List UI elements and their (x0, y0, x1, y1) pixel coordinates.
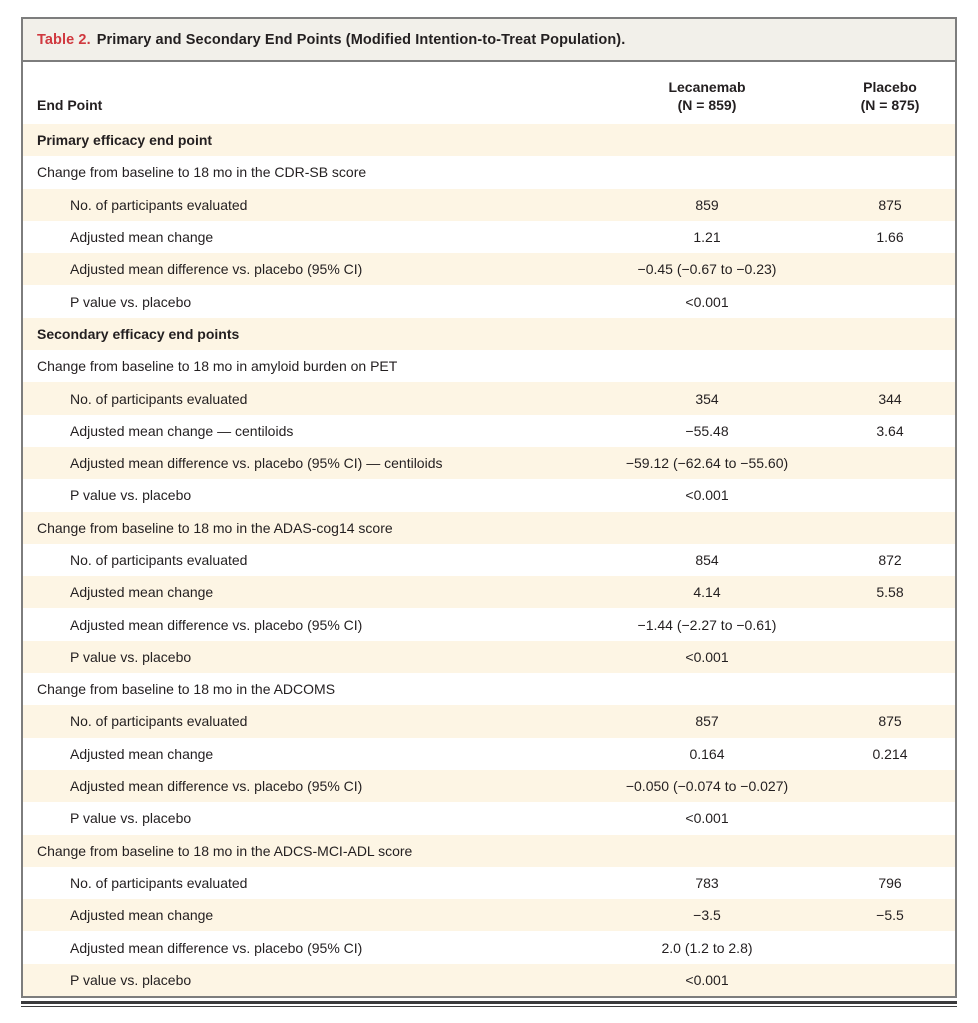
table-row: No. of participants evaluated 859 875 (23, 188, 955, 221)
table-row: No. of participants evaluated 354 344 (23, 382, 955, 415)
table-row: Change from baseline to 18 mo in the ADC… (23, 673, 955, 706)
row-label: Adjusted mean change (70, 584, 214, 601)
table-row: Adjusted mean difference vs. placebo (95… (23, 446, 955, 480)
placebo-value: 796 (878, 874, 902, 891)
placebo-value: 875 (878, 713, 902, 730)
row-label: No. of participants evaluated (70, 713, 248, 730)
placebo-value: 5.58 (876, 584, 904, 601)
table-row: Adjusted mean change — centiloids −55.48… (23, 414, 955, 447)
lecanemab-value: <0.001 (685, 648, 729, 665)
lecanemab-value: −55.48 (685, 422, 729, 439)
row-label: Adjusted mean change (70, 229, 214, 246)
table-row: Adjusted mean difference vs. placebo (95… (23, 769, 955, 803)
lecanemab-value: 0.164 (689, 745, 725, 762)
table-row: P value vs. placebo <0.001 (23, 479, 955, 512)
lecanemab-value: 859 (695, 196, 719, 213)
row-label: Change from baseline to 18 mo in the ADC… (37, 842, 413, 859)
column-header-lecanemab: Lecanemab (N = 859) (589, 78, 825, 114)
column-header-row: End Point Lecanemab (N = 859) Placebo (N… (23, 62, 955, 124)
row-label: P value vs. placebo (70, 648, 192, 665)
row-label: P value vs. placebo (70, 293, 192, 310)
table-row: Adjusted mean change 0.164 0.214 (23, 737, 955, 770)
placebo-value: 3.64 (876, 422, 904, 439)
row-label: P value vs. placebo (70, 487, 192, 504)
row-label: Adjusted mean difference vs. placebo (95… (70, 616, 363, 633)
row-label: Adjusted mean difference vs. placebo (95… (70, 261, 363, 278)
table-number-label: Table 2. (37, 31, 91, 48)
table-row: P value vs. placebo <0.001 (23, 802, 955, 835)
row-label: Primary efficacy end point (37, 132, 213, 149)
placebo-group-name: Placebo (863, 78, 917, 95)
table-row: Primary efficacy end point (23, 124, 955, 157)
column-header-endpoint: End Point (37, 96, 103, 113)
placebo-group-n: (N = 875) (860, 96, 920, 113)
lecanemab-value: −0.050 (−0.074 to −0.027) (625, 778, 789, 795)
table-row: Change from baseline to 18 mo in the ADC… (23, 834, 955, 867)
lecanemab-value: 857 (695, 713, 719, 730)
table-row: P value vs. placebo <0.001 (23, 640, 955, 674)
placebo-value: 0.214 (872, 745, 908, 762)
lecanemab-value: 854 (695, 552, 719, 568)
table-row: No. of participants evaluated 854 872 (23, 543, 955, 577)
lecanemab-value: 783 (695, 874, 719, 891)
row-label: P value vs. placebo (70, 971, 192, 988)
placebo-value: 872 (878, 552, 902, 568)
row-label: No. of participants evaluated (70, 874, 248, 891)
lecanemab-value: <0.001 (685, 293, 729, 310)
lecanemab-group-name: Lecanemab (668, 78, 746, 95)
placebo-value: 344 (878, 390, 902, 407)
row-label: Secondary efficacy end points (37, 325, 240, 342)
lecanemab-value: −1.44 (−2.27 to −0.61) (637, 616, 777, 633)
row-label: No. of participants evaluated (70, 552, 248, 568)
table-row: Change from baseline to 18 mo in the CDR… (23, 156, 955, 189)
lecanemab-value: −3.5 (693, 907, 721, 924)
row-label: P value vs. placebo (70, 810, 192, 827)
table-title-text: Primary and Secondary End Points (Modifi… (96, 31, 626, 48)
placebo-value: −5.5 (876, 907, 904, 924)
table-row: P value vs. placebo <0.001 (23, 285, 955, 318)
row-label: No. of participants evaluated (70, 390, 248, 407)
table-row: Change from baseline to 18 mo in the ADA… (23, 511, 955, 544)
table-row: Adjusted mean difference vs. placebo (95… (23, 931, 955, 964)
row-label: Adjusted mean difference vs. placebo (95… (70, 778, 363, 795)
row-label: No. of participants evaluated (70, 196, 248, 213)
lecanemab-value: 1.21 (693, 229, 721, 246)
row-label: Change from baseline to 18 mo in the ADC… (37, 681, 336, 698)
table2-container: Table 2. Primary and Secondary End Point… (21, 17, 957, 999)
table-row: Adjusted mean difference vs. placebo (95… (23, 608, 955, 641)
table-row: P value vs. placebo <0.001 (23, 963, 955, 997)
placebo-value: 1.66 (876, 229, 904, 246)
placebo-value: 875 (878, 196, 902, 213)
lecanemab-value: 354 (695, 390, 719, 407)
lecanemab-value: <0.001 (685, 810, 729, 827)
row-label: Adjusted mean change (70, 907, 214, 924)
row-label: Adjusted mean difference vs. placebo (95… (70, 939, 363, 956)
lecanemab-value: 4.14 (693, 584, 721, 601)
table-row: Adjusted mean change 1.21 1.66 (23, 220, 955, 254)
table-row: Adjusted mean change 4.14 5.58 (23, 576, 955, 609)
lecanemab-value: <0.001 (685, 487, 729, 504)
table-row: No. of participants evaluated 783 796 (23, 866, 955, 900)
lecanemab-value: −59.12 (−62.64 to −55.60) (625, 455, 789, 472)
table-row: Change from baseline to 18 mo in amyloid… (23, 350, 955, 383)
row-label: Change from baseline to 18 mo in amyloid… (37, 358, 398, 375)
bottom-double-rule (21, 1001, 957, 1007)
lecanemab-value: 2.0 (1.2 to 2.8) (661, 939, 753, 956)
lecanemab-value: −0.45 (−0.67 to −0.23) (637, 261, 777, 278)
table-body: Primary efficacy end point Change from b… (23, 124, 955, 997)
row-label: Adjusted mean change — centiloids (70, 422, 294, 439)
row-label: Change from baseline to 18 mo in the ADA… (37, 519, 393, 536)
row-label: Adjusted mean difference vs. placebo (95… (70, 455, 443, 472)
table-row: Adjusted mean difference vs. placebo (95… (23, 253, 955, 286)
row-label: Adjusted mean change (70, 745, 214, 762)
column-header-placebo: Placebo (N = 875) (825, 78, 955, 114)
table-row: Secondary efficacy end points (23, 317, 955, 351)
table-row: No. of participants evaluated 857 875 (23, 705, 955, 738)
row-label: Change from baseline to 18 mo in the CDR… (37, 164, 367, 181)
lecanemab-value: <0.001 (685, 971, 729, 988)
table-title-bar: Table 2. Primary and Secondary End Point… (23, 19, 955, 62)
table-row: Adjusted mean change −3.5 −5.5 (23, 899, 955, 932)
lecanemab-group-n: (N = 859) (677, 96, 737, 113)
